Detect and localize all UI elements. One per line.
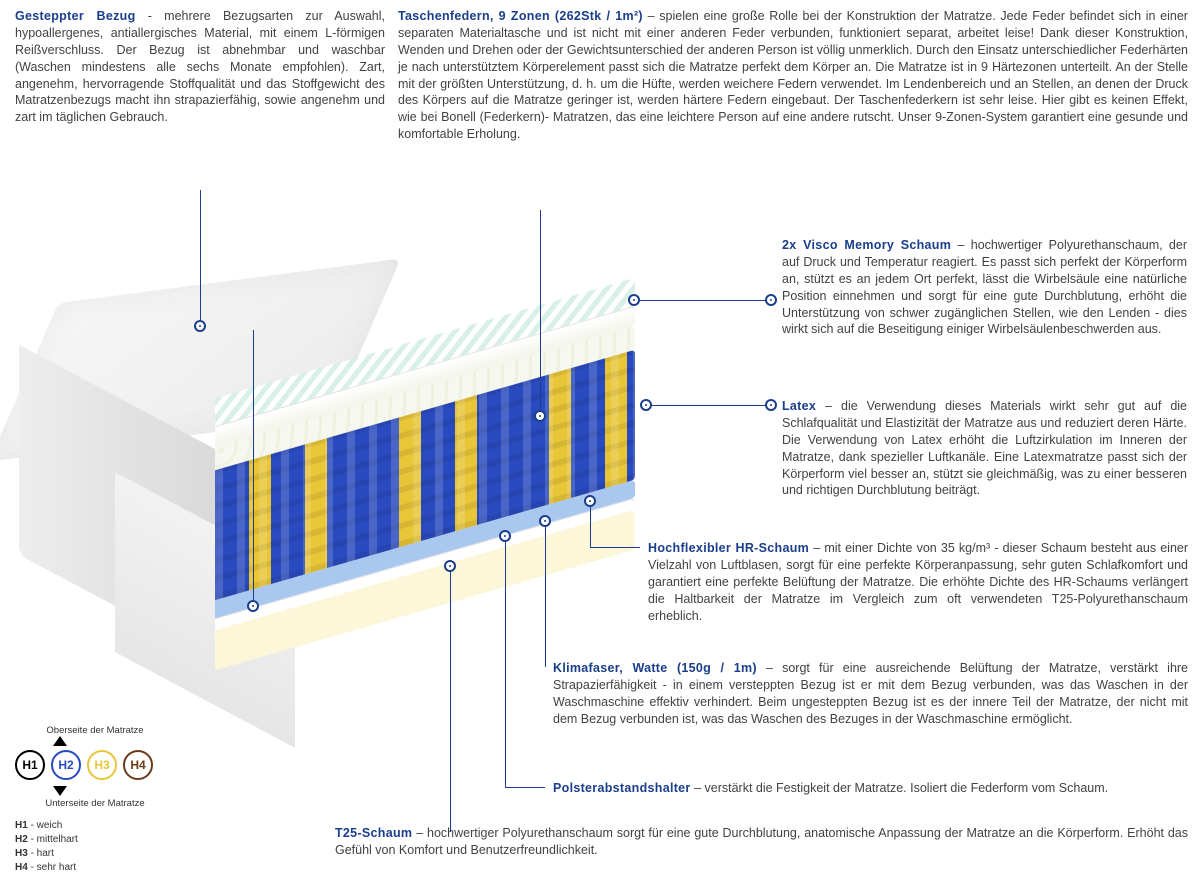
callout-polster: Polsterabstandshalter – verstärkt die Fe…	[553, 780, 1188, 797]
title-federn: Taschenfedern, 9 Zonen (262Stk / 1m²)	[398, 9, 643, 23]
legend-top-label: Oberseite der Matratze	[15, 725, 175, 736]
marker-visco	[628, 294, 640, 306]
callout-visco: 2x Visco Memory Schaum – hochwertiger Po…	[782, 237, 1187, 338]
marker-polster	[499, 530, 511, 542]
leader-latex	[650, 405, 770, 406]
legend-line-h3: H3 - hart	[15, 847, 175, 861]
title-t25: T25-Schaum	[335, 826, 412, 840]
legend-bottom-label: Unterseite der Matratze	[15, 798, 175, 809]
marker-federn	[534, 410, 546, 422]
marker-hr	[584, 495, 596, 507]
triangle-down-icon	[53, 786, 67, 796]
leader-bezug-2	[253, 330, 254, 602]
callout-hr: Hochflexibler HR-Schaum – mit einer Dich…	[648, 540, 1188, 624]
leader-bezug	[200, 190, 201, 320]
title-hr: Hochflexibler HR-Schaum	[648, 541, 809, 555]
leader-hr-v	[590, 505, 591, 547]
legend-circles: H1H2H3H4	[15, 750, 175, 780]
hardness-h2: H2	[51, 750, 81, 780]
body-latex: die Verwendung dieses Materials wirkt se…	[782, 399, 1187, 497]
mattress-diagram	[15, 260, 655, 700]
legend-line-h4: H4 - sehr hart	[15, 861, 175, 875]
title-bezug: Gesteppter Bezug	[15, 9, 136, 23]
body-visco: hochwertiger Polyurethanschaum, der auf …	[782, 238, 1187, 336]
title-visco: 2x Visco Memory Schaum	[782, 238, 951, 252]
callout-t25: T25-Schaum – hochwertiger Polyurethansch…	[335, 825, 1188, 859]
callout-bezug: Gesteppter Bezug - mehrere Bezugsarten z…	[15, 8, 385, 126]
hardness-h4: H4	[123, 750, 153, 780]
leader-polster-h	[505, 787, 545, 788]
callout-latex: Latex – die Verwendung dieses Materials …	[782, 398, 1187, 499]
marker-visco-end	[765, 294, 777, 306]
legend-labels: H1 - weichH2 - mittelhartH3 - hartH4 - s…	[15, 819, 175, 875]
hardness-legend: Oberseite der Matratze H1H2H3H4 Untersei…	[15, 725, 175, 875]
leader-visco	[640, 300, 770, 301]
title-polster: Polsterabstandshalter	[553, 781, 691, 795]
body-t25: hochwertiger Polyurethanschaum sorgt für…	[335, 826, 1188, 857]
leader-klima	[545, 525, 546, 667]
leader-polster	[505, 540, 506, 787]
hardness-h3: H3	[87, 750, 117, 780]
marker-t25	[444, 560, 456, 572]
callout-federn: Taschenfedern, 9 Zonen (262Stk / 1m²) – …	[398, 8, 1188, 143]
title-latex: Latex	[782, 399, 816, 413]
body-bezug: mehrere Bezugsarten zur Auswahl, hypoall…	[15, 9, 385, 124]
legend-line-h2: H2 - mittelhart	[15, 833, 175, 847]
body-polster: verstärkt die Festigkeit der Matratze. I…	[705, 781, 1109, 795]
hardness-h1: H1	[15, 750, 45, 780]
body-federn: spielen eine große Rolle bei der Konstru…	[398, 9, 1188, 141]
marker-latex-end	[765, 399, 777, 411]
marker-latex	[640, 399, 652, 411]
marker-bezug	[194, 320, 206, 332]
legend-line-h1: H1 - weich	[15, 819, 175, 833]
triangle-up-icon	[53, 736, 67, 746]
leader-federn	[540, 210, 541, 410]
leader-hr	[590, 547, 640, 548]
marker-klima	[539, 515, 551, 527]
leader-t25	[450, 570, 451, 832]
